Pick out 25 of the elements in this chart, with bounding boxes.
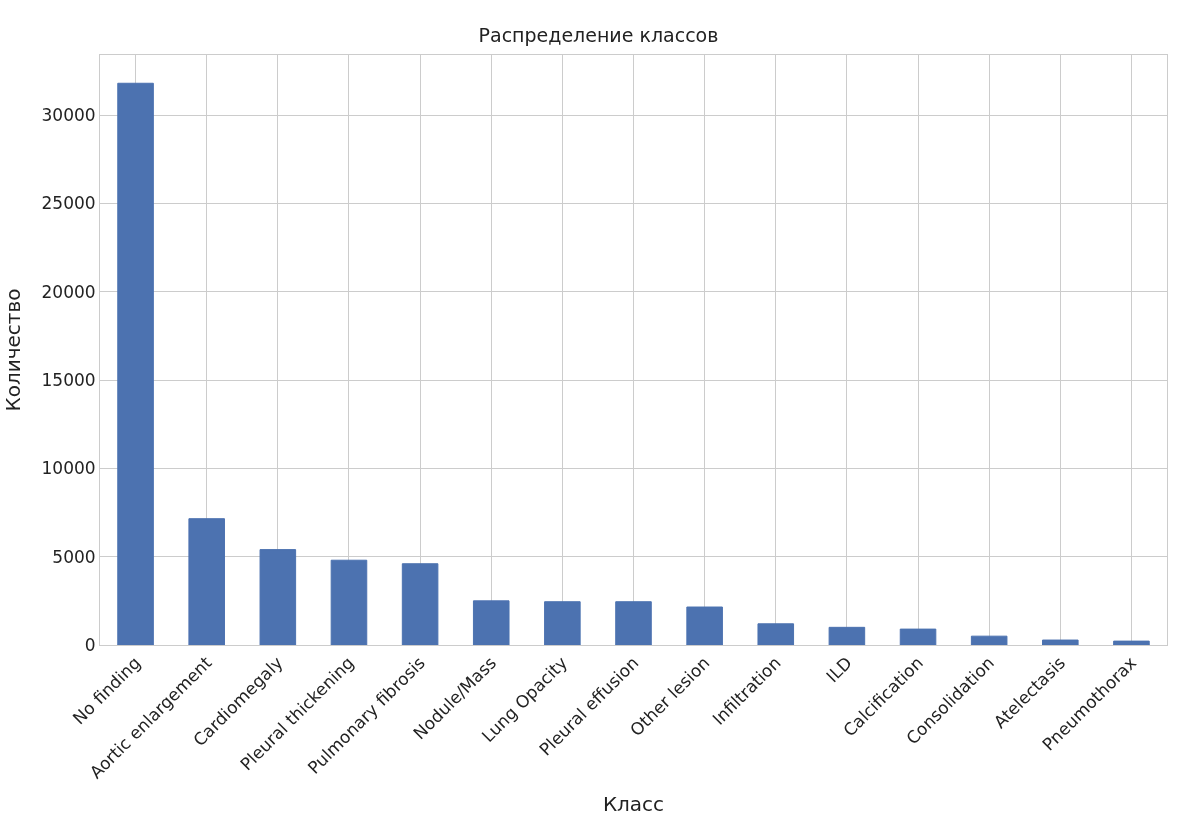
y-axis-title: Количество xyxy=(1,288,26,412)
y-tick-label: 10000 xyxy=(41,458,96,479)
bar xyxy=(899,628,937,645)
y-tick-label: 20000 xyxy=(41,281,96,302)
y-tick-label: 5000 xyxy=(52,546,96,567)
bar xyxy=(686,606,723,645)
chart-title: Распределение классов xyxy=(478,24,719,47)
bar xyxy=(757,623,795,645)
bar xyxy=(1113,640,1150,645)
bar xyxy=(472,600,510,645)
bar xyxy=(970,635,1008,645)
bar xyxy=(330,559,368,645)
bar xyxy=(401,563,439,645)
y-tick-label: 15000 xyxy=(41,369,96,390)
bar xyxy=(828,626,866,645)
bar xyxy=(615,601,652,645)
bar xyxy=(117,82,154,645)
bar xyxy=(1042,639,1079,645)
x-axis-title: Класс xyxy=(602,791,665,816)
bar xyxy=(544,601,581,645)
y-tick-label: 0 xyxy=(84,634,96,655)
bar xyxy=(188,518,225,645)
y-tick-label: 30000 xyxy=(41,105,96,126)
bar xyxy=(259,549,297,645)
y-tick-label: 25000 xyxy=(41,193,96,214)
